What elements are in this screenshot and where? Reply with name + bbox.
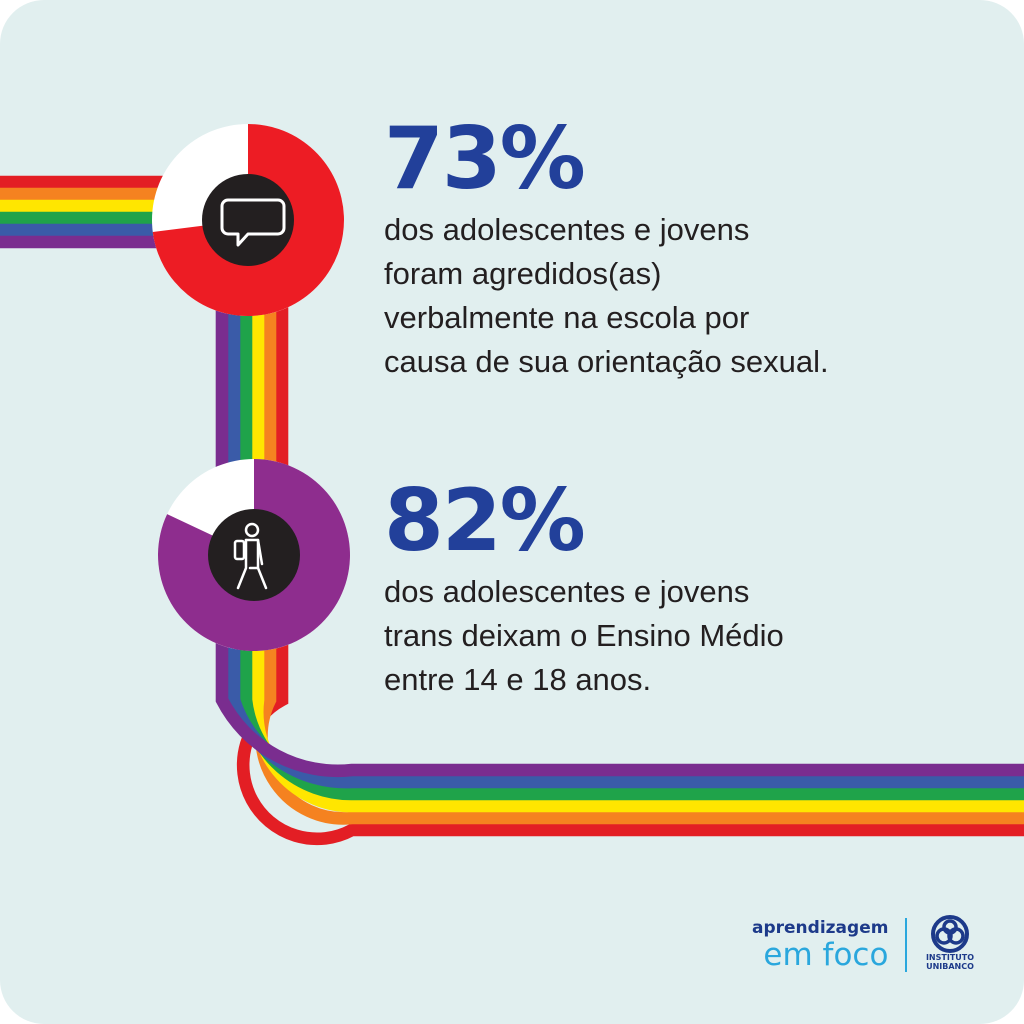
brand-wordmark: aprendizagem em foco [752,918,888,972]
brand-line-aprendizagem: aprendizagem [752,918,889,938]
brand-line-em-foco: em foco [763,937,889,973]
student-walking-icon [233,522,268,590]
speech-bubble-icon [220,198,286,247]
statistic-1-percentage: 73% [384,109,586,209]
statistic-2: 82% dos adolescentes e jovens trans deix… [384,478,784,702]
instituto-unibanco-logo-icon [931,915,969,953]
donut-2-icon-disc [208,509,300,601]
logo-text-unibanco: UNIBANCO [926,962,974,971]
statistic-1: 73% dos adolescentes e jovens foram agre… [384,116,829,384]
statistic-2-description: dos adolescentes e jovens trans deixam o… [384,574,784,697]
donut-chart-82 [157,459,350,651]
logo-text-instituto: INSTITUTO [925,953,975,962]
rainbow-path [0,175,1024,846]
statistic-1-description: dos adolescentes e jovens foram agredido… [384,212,829,379]
brand-divider [905,918,907,972]
donut-1-icon-disc [202,174,294,266]
statistic-2-percentage: 82% [384,471,586,571]
donut-chart-73 [152,124,344,316]
